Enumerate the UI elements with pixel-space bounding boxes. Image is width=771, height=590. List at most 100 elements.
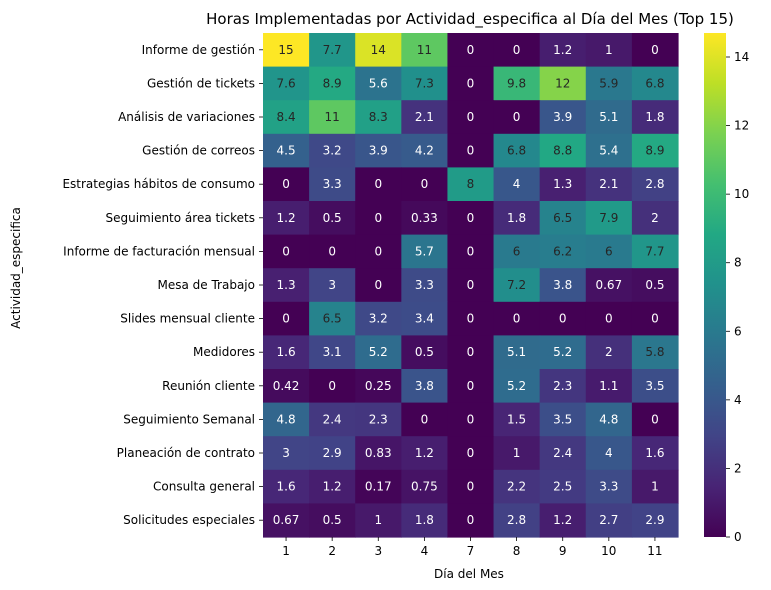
cell-value-label: 1.8 [415, 513, 434, 527]
heatmap-cell [355, 133, 402, 168]
heatmap-cell [309, 66, 356, 101]
heatmap-cell [631, 402, 679, 437]
colorbar-ticks: 0 2 4 6 8 10 12 14 [726, 50, 749, 544]
cell-value-label: 0 [467, 513, 475, 527]
cell-value-label: 0.5 [323, 211, 342, 225]
cell-value-label: 2.5 [553, 480, 572, 494]
heatmap-cell [401, 201, 449, 236]
heatmap-cell [539, 436, 587, 471]
cell-value-label: 3.5 [645, 379, 664, 393]
cell-value-label: 0 [651, 312, 659, 326]
heatmap-cell [631, 301, 679, 336]
heatmap-cell [263, 335, 310, 370]
heatmap-cell [447, 402, 495, 437]
cell-value-label: 0 [467, 278, 475, 292]
cell-value-label: 0 [467, 244, 475, 258]
cell-value-label: 4.8 [277, 412, 296, 426]
heatmap-cell [355, 301, 402, 336]
cell-value-label: 5.2 [553, 345, 572, 359]
cell-value-label: 8.8 [553, 144, 572, 158]
colorbar-tick-label: 10 [734, 187, 749, 201]
cell-value-label: 3.5 [553, 412, 572, 426]
heatmap-cell [585, 436, 633, 471]
cell-value-label: 1.2 [323, 480, 342, 494]
cell-value-label: 6.5 [323, 312, 342, 326]
heatmap-cell [309, 33, 356, 68]
cell-value-label: 0 [467, 76, 475, 90]
cell-value-label: 2.3 [369, 412, 388, 426]
heatmap-cell [263, 167, 310, 202]
cell-value-label: 5.1 [599, 110, 618, 124]
heatmap-cell [447, 469, 495, 504]
cell-value-label: 1 [513, 446, 521, 460]
cell-value-label: 0.5 [645, 278, 664, 292]
heatmap-cell [631, 268, 679, 303]
heatmap-cell [401, 369, 449, 404]
cell-value-label: 7.7 [645, 244, 664, 258]
cell-value-label: 0 [374, 177, 382, 191]
x-tick-label: 8 [513, 544, 521, 558]
cell-value-label: 3.8 [415, 379, 434, 393]
x-tick-label: 1 [282, 544, 290, 558]
cell-value-label: 0.5 [415, 345, 434, 359]
cell-value-label: 0 [374, 278, 382, 292]
heatmap-cell [539, 66, 587, 101]
heatmap-cell [585, 33, 633, 68]
heatmap-cell [585, 234, 633, 269]
heatmap-cell [401, 133, 449, 168]
cell-value-label: 1.2 [415, 446, 434, 460]
heatmap-cell [493, 167, 541, 202]
cell-value-label: 0.67 [595, 278, 622, 292]
cell-value-label: 3.2 [369, 312, 388, 326]
heatmap-cell [309, 234, 356, 269]
heatmap-cell [263, 133, 310, 168]
cell-value-label: 1 [374, 513, 382, 527]
heatmap-cell [309, 133, 356, 168]
cell-value-label: 0.83 [365, 446, 392, 460]
heatmap-cell [263, 402, 310, 437]
x-axis-label: Día del Mes [434, 567, 504, 581]
cell-value-label: 0 [467, 412, 475, 426]
y-tick-label: Reunión cliente [162, 379, 255, 393]
cell-value-label: 6.5 [553, 211, 572, 225]
heatmap-cell [355, 66, 402, 101]
cell-value-label: 1 [605, 43, 613, 57]
heatmap-cell [631, 335, 679, 370]
heatmap-cell [309, 335, 356, 370]
cell-value-label: 9.8 [507, 76, 526, 90]
heatmap-cell [401, 66, 449, 101]
heatmap-cell [401, 33, 449, 68]
heatmap-cell [585, 335, 633, 370]
cell-value-label: 0 [467, 446, 475, 460]
heatmap-cell [263, 201, 310, 236]
cell-value-label: 0 [374, 211, 382, 225]
cell-value-label: 0.33 [411, 211, 438, 225]
heatmap-cell [355, 234, 402, 269]
cell-value-label: 0 [467, 144, 475, 158]
cell-value-label: 0 [467, 110, 475, 124]
cell-value-label: 7.3 [415, 76, 434, 90]
y-tick-label: Estrategias hábitos de consumo [62, 177, 255, 191]
cell-value-label: 2 [605, 345, 613, 359]
x-tick-label: 7 [467, 544, 475, 558]
cell-value-label: 4.5 [277, 144, 296, 158]
cell-value-label: 2.4 [553, 446, 572, 460]
heatmap-cell [447, 234, 495, 269]
heatmap-cell [309, 201, 356, 236]
heatmap-cell [263, 33, 310, 68]
cell-value-label: 3.8 [553, 278, 572, 292]
colorbar-tick-label: 14 [734, 50, 749, 64]
cell-value-label: 3.1 [323, 345, 342, 359]
heatmap-cell [493, 100, 541, 135]
cell-value-label: 7.7 [323, 43, 342, 57]
cell-value-label: 8.9 [323, 76, 342, 90]
cell-value-label: 6 [605, 244, 613, 258]
cell-value-label: 2.8 [507, 513, 526, 527]
heatmap-cell [263, 268, 310, 303]
heatmap-cell [585, 167, 633, 202]
y-tick-label: Seguimiento área tickets [105, 211, 255, 225]
heatmap-cell [447, 66, 495, 101]
heatmap-cell [355, 100, 402, 135]
cell-value-label: 4.8 [599, 412, 618, 426]
cell-value-label: 0.17 [365, 480, 392, 494]
